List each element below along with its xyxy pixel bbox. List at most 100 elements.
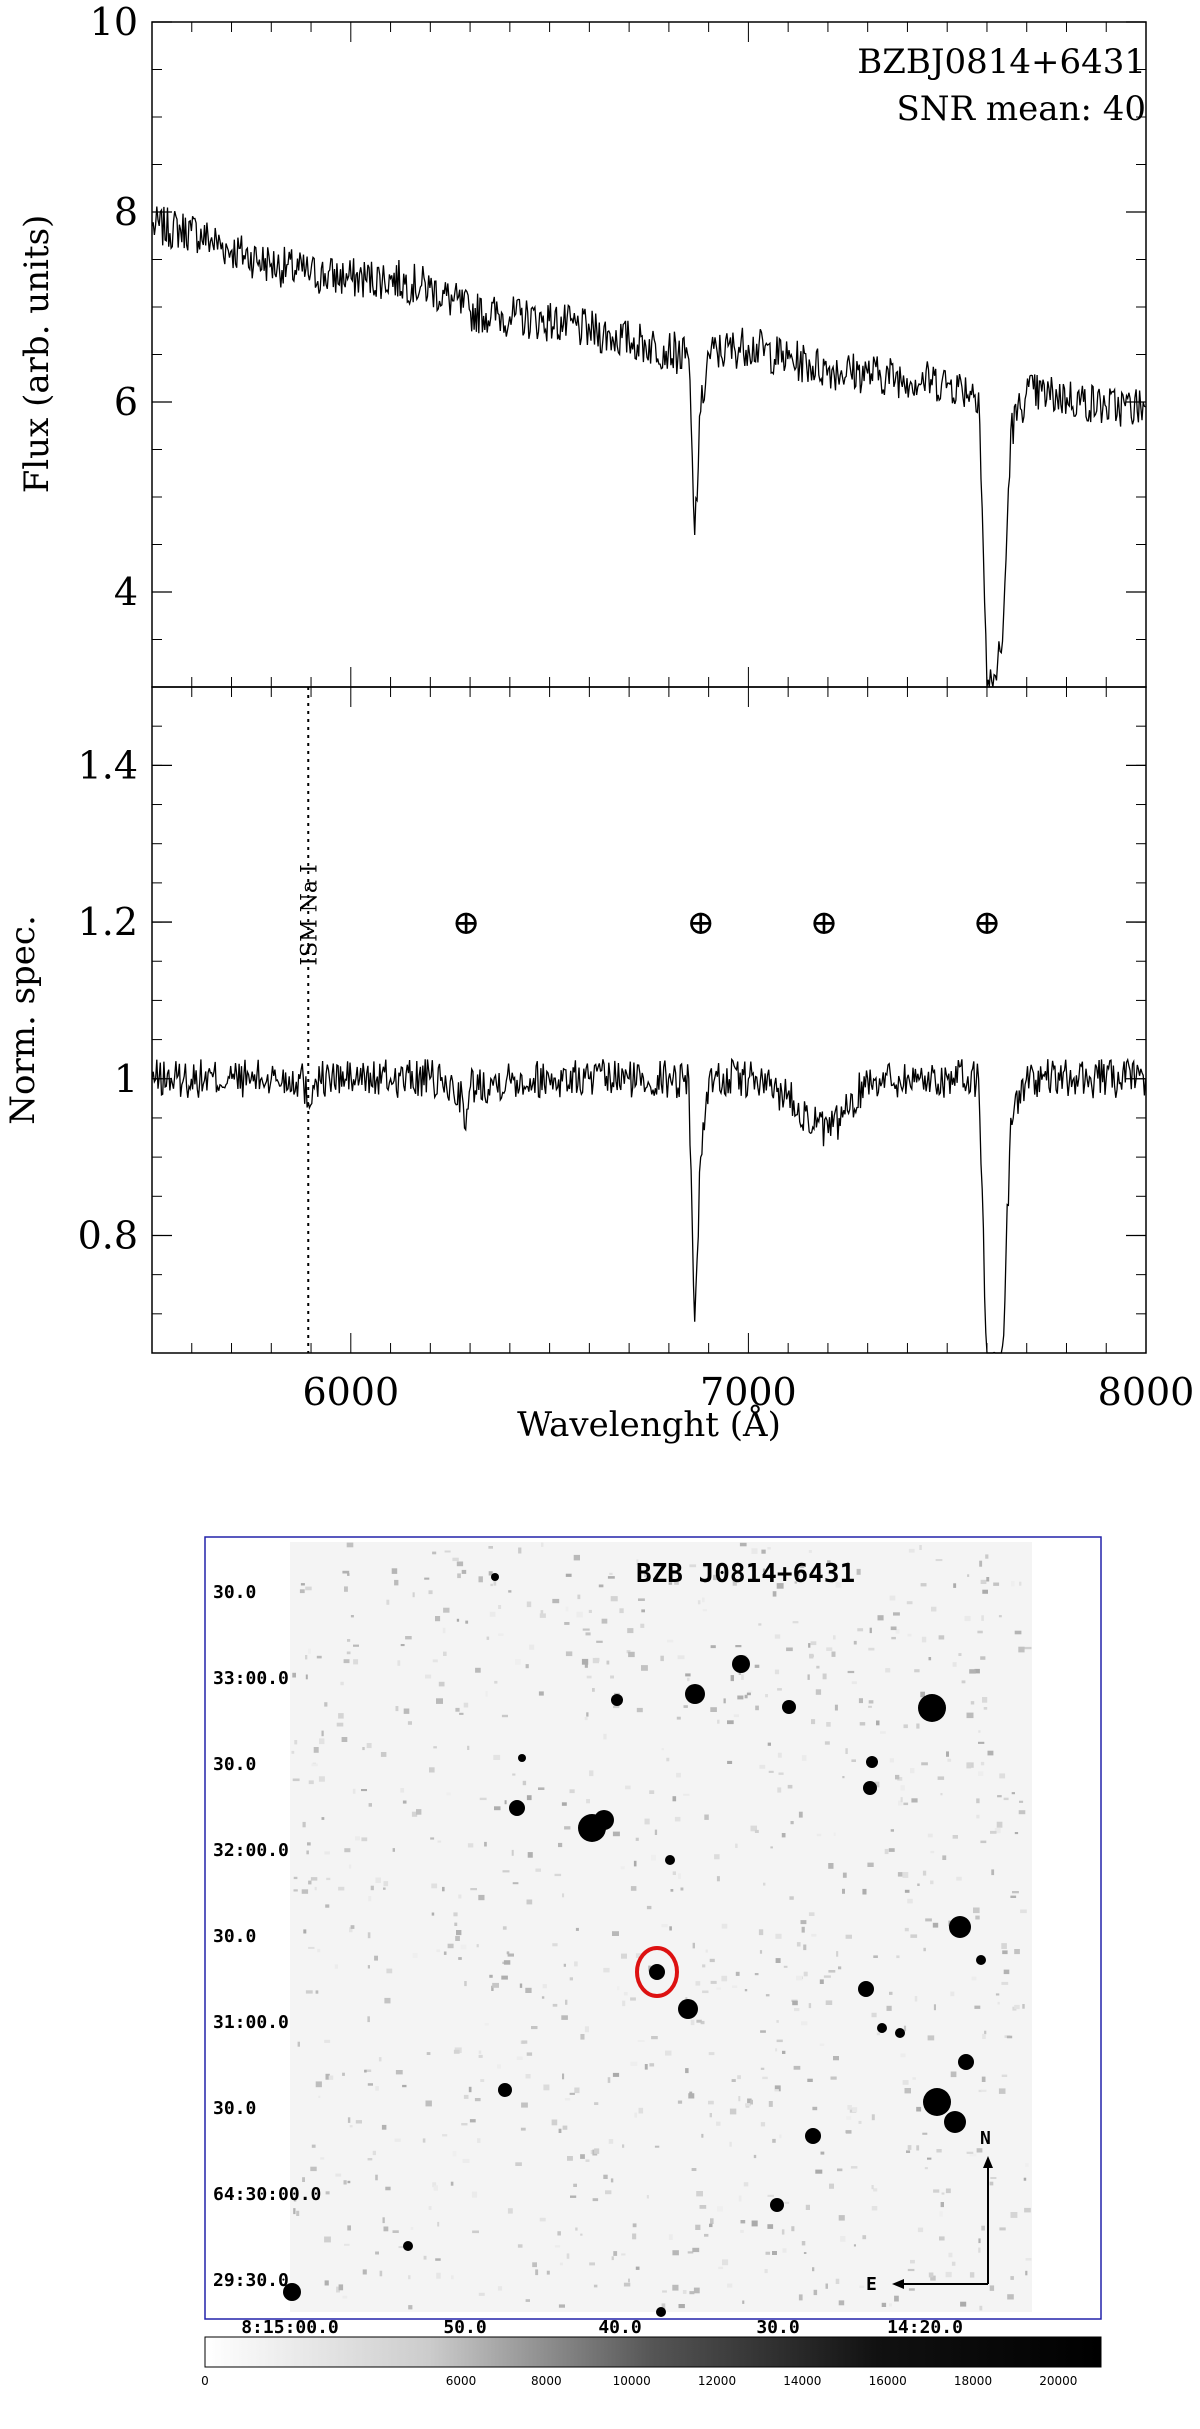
noise-speck [612,2072,620,2077]
noise-speck [455,1707,460,1712]
noise-speck [772,1591,777,1597]
colorbar-tick-label: 20000 [1039,2374,1077,2388]
noise-speck [301,1889,309,1894]
noise-speck [598,1584,604,1588]
compass: N E [866,2128,993,2295]
noise-speck [613,2251,618,2256]
noise-speck [930,2275,936,2281]
noise-speck [313,1747,319,1753]
noise-speck [862,2235,867,2240]
noise-speck [676,1716,681,1720]
noise-speck [1014,2004,1020,2010]
noise-speck [552,1943,558,1947]
noise-speck [893,1612,900,1616]
noise-speck [367,2158,373,2161]
noise-speck [1018,1810,1026,1815]
noise-speck [315,1990,319,1994]
noise-speck [763,1882,766,1886]
noise-speck [833,1635,836,1640]
noise-speck [740,2229,744,2233]
noise-speck [336,2286,340,2293]
noise-speck [620,1866,625,1870]
noise-speck [378,2057,382,2062]
noise-speck [367,2016,370,2023]
noise-speck [692,1942,695,1949]
noise-speck [702,1964,706,1968]
finding-chart: BZB J0814+6431 30.033:00.030.032:00.030.… [204,1536,1102,2338]
noise-speck [777,1688,782,1691]
noise-speck [980,1840,987,1844]
noise-speck [423,2255,427,2260]
noise-speck [429,1767,435,1773]
noise-speck [343,1659,350,1664]
noise-speck [923,1947,926,1952]
noise-speck [783,1965,788,1968]
noise-speck [704,1814,709,1820]
noise-speck [950,1991,955,1997]
noise-speck [622,2144,625,2148]
noise-speck [678,1873,682,1879]
noise-speck [980,1761,985,1766]
noise-speck [952,1835,958,1839]
noise-speck [716,1987,721,1990]
noise-speck [967,1574,970,1577]
noise-speck [541,1542,544,1547]
noise-speck [308,1780,314,1785]
star [976,1955,986,1965]
noise-speck [385,2186,391,2191]
noise-speck [471,2191,478,2198]
noise-speck [305,1990,313,1994]
noise-speck [985,1554,989,1559]
noise-speck [465,1620,469,1624]
noise-speck [307,1648,312,1654]
noise-speck [950,2071,957,2078]
noise-speck [379,2270,383,2277]
noise-speck [366,1743,372,1749]
dec-tick-label: 30.0 [213,2098,256,2119]
noise-speck [622,2000,626,2007]
noise-speck [525,2299,530,2302]
noise-speck [906,2150,911,2153]
noise-speck [303,1929,307,1934]
noise-speck [977,1630,983,1634]
noise-speck [919,1545,922,1550]
noise-speck [344,1586,348,1592]
noise-speck [798,1811,803,1818]
noise-speck [463,1702,469,1708]
noise-speck [746,1692,751,1696]
noise-speck [716,2121,721,2126]
noise-speck [880,1731,886,1734]
noise-speck [931,1606,937,1612]
noise-speck [347,2180,351,2184]
noise-speck [689,2091,693,2096]
noise-speck [774,1669,780,1675]
noise-speck [558,1842,563,1848]
noise-speck [868,1705,872,1708]
noise-speck [994,1828,1001,1834]
noise-speck [940,1793,943,1796]
noise-speck [502,1870,510,1873]
noise-speck [822,1673,827,1680]
noise-speck [592,2198,599,2202]
noise-speck [457,1573,461,1579]
noise-speck [431,1912,435,1916]
noise-speck [815,2169,823,2174]
noise-speck [781,2229,785,2235]
bottom-x-ticks: 6000 7000 8000 [191,687,1194,1414]
noise-speck [974,1668,980,1674]
noise-speck [856,1568,861,1575]
star [678,1999,698,2019]
noise-speck [791,1999,798,2002]
noise-speck [903,2025,907,2032]
noise-speck [951,2261,956,2266]
noise-speck [952,1662,957,1667]
noise-speck [529,1644,535,1650]
noise-speck [842,1776,845,1779]
noise-speck [989,2285,995,2291]
noise-speck [981,2076,986,2082]
noise-speck [906,1601,913,1605]
noise-speck [825,2283,828,2289]
noise-speck [518,1547,522,1554]
noise-speck [308,1946,315,1949]
noise-speck [857,1628,864,1632]
